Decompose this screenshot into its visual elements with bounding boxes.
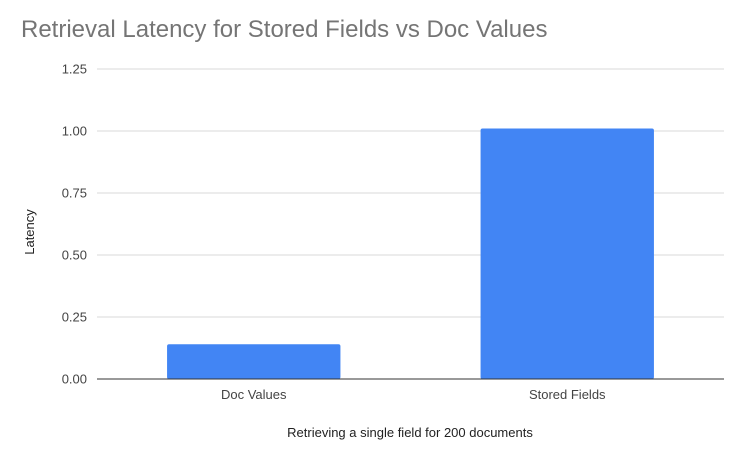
y-axis-ticks: 0.00 0.25 0.50 0.75 1.00 1.25 xyxy=(62,62,87,387)
x-axis-title: Retrieving a single field for 200 docume… xyxy=(287,425,533,440)
y-tick-label: 0.00 xyxy=(62,372,87,387)
x-tick-label: Stored Fields xyxy=(529,387,606,402)
y-axis-title: Latency xyxy=(22,209,37,255)
chart-title: Retrieval Latency for Stored Fields vs D… xyxy=(21,16,548,43)
bars xyxy=(167,128,654,379)
y-tick-label: 0.25 xyxy=(62,310,87,325)
x-tick-label: Doc Values xyxy=(221,387,287,402)
bar[interactable] xyxy=(480,128,654,379)
x-axis-ticks: Doc Values Stored Fields xyxy=(221,387,606,402)
bar[interactable] xyxy=(167,344,341,379)
y-tick-label: 1.25 xyxy=(62,62,87,77)
y-tick-label: 1.00 xyxy=(62,124,87,139)
y-tick-label: 0.50 xyxy=(62,248,87,263)
y-tick-label: 0.75 xyxy=(62,186,87,201)
